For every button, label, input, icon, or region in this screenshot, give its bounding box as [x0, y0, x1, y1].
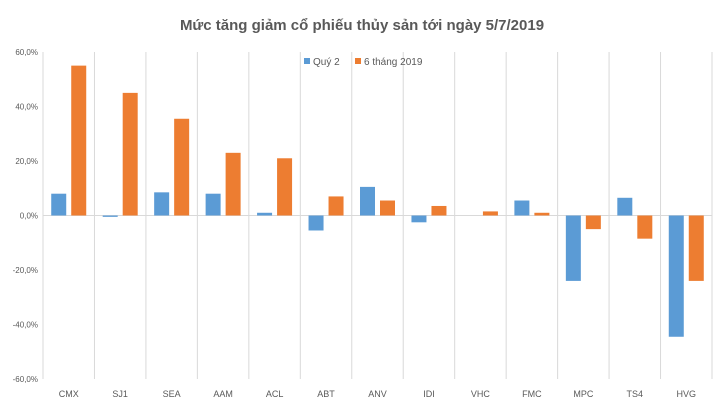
bar-6-thang-2019-fmc	[534, 212, 550, 216]
bar-6-thang-2019-idi	[431, 205, 447, 216]
legend-swatch	[304, 58, 310, 64]
bar-quy-2-anv	[360, 186, 375, 216]
bar-quy-2-cmx	[51, 193, 67, 216]
x-tick-label: IDI	[423, 389, 435, 399]
bar-6-thang-2019-abt	[328, 196, 344, 216]
bar-quy-2-sea	[154, 192, 170, 216]
bar-quy-2-idi	[411, 215, 427, 223]
bar-6-thang-2019-sea	[174, 118, 190, 216]
legend-swatch	[355, 58, 361, 64]
bars-layer	[51, 65, 704, 337]
chart-title: Mức tăng giảm cổ phiếu thủy sản tới ngày…	[180, 17, 544, 34]
x-tick-label: ACL	[266, 389, 284, 399]
legend: Quý 2 6 tháng 2019	[304, 57, 423, 68]
y-tick-label: 60,0%	[15, 48, 38, 57]
bar-6-thang-2019-mpc	[585, 215, 601, 230]
x-tick-label: CMX	[59, 389, 79, 399]
bar-quy-2-sj1	[102, 215, 118, 217]
legend-label: 6 tháng 2019	[364, 57, 423, 68]
bar-6-thang-2019-acl	[277, 158, 293, 216]
x-tick-label: ANV	[368, 389, 387, 399]
y-tick-label: 0,0%	[20, 212, 38, 221]
bar-quy-2-acl	[257, 212, 273, 216]
bar-6-thang-2019-hvg	[688, 215, 704, 281]
y-tick-label: -40,0%	[13, 321, 38, 330]
bar-6-thang-2019-anv	[380, 200, 395, 216]
bar-quy-2-mpc	[565, 215, 581, 281]
y-tick-label: 20,0%	[15, 157, 38, 166]
x-tick-label: TS4	[627, 389, 644, 399]
x-tick-label: AAM	[213, 389, 233, 399]
x-tick-label: SJ1	[112, 389, 128, 399]
bar-6-thang-2019-vhc	[482, 211, 498, 216]
x-tick-label: VHC	[471, 389, 491, 399]
x-tick-label: HVG	[677, 389, 697, 399]
x-tick-label: ABT	[317, 389, 335, 399]
x-tick-label: MPC	[573, 389, 594, 399]
bar-6-thang-2019-aam	[225, 152, 241, 216]
bar-quy-2-ts4	[617, 197, 633, 216]
y-tick-label: -20,0%	[13, 266, 38, 275]
axis-layer: 60,0% 40,0% 20,0% 0,0% -20,0% -40,0% -60,0% CMX…	[13, 48, 712, 399]
bar-quy-2-abt	[308, 215, 324, 231]
bar-6-thang-2019-sj1	[122, 92, 138, 216]
bar-quy-2-fmc	[514, 200, 530, 216]
bar-6-thang-2019-ts4	[637, 215, 653, 239]
y-tick-label: -60,0%	[13, 375, 38, 384]
bar-6-thang-2019-cmx	[71, 65, 87, 216]
legend-label: Quý 2	[313, 57, 340, 68]
bar-quy-2-aam	[205, 193, 221, 216]
y-tick-label: 40,0%	[15, 103, 38, 112]
x-tick-label: SEA	[163, 389, 181, 399]
x-tick-label: FMC	[522, 389, 542, 399]
bar-quy-2-hvg	[668, 215, 684, 337]
